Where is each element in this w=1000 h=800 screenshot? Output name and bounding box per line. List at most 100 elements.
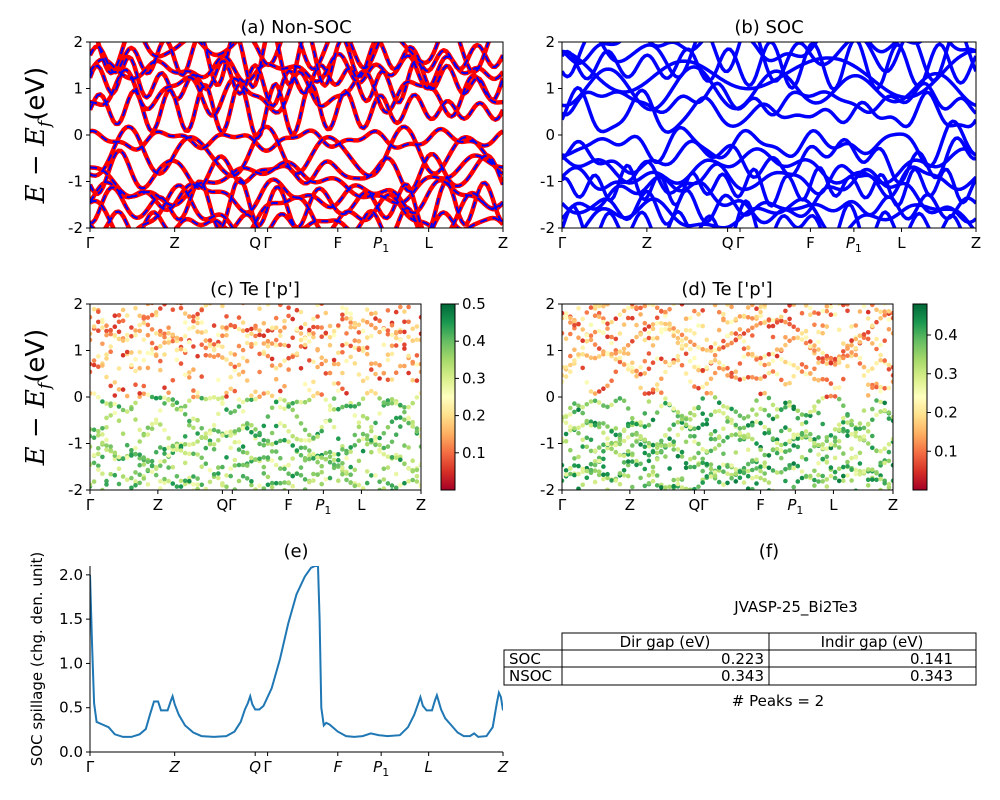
layerC-point [211,472,217,477]
layerC-point [282,325,287,330]
layerD-point [683,461,689,466]
layerD-point [704,390,710,396]
layerC-point [117,498,122,503]
layerC-point [249,331,254,337]
layerC-point [211,422,217,428]
layerC-point [100,341,105,347]
layerC-point [389,397,395,402]
layerC-point [340,465,345,471]
layerC-point [133,417,138,422]
panel-a-ktick-label: Γ [86,234,95,252]
layerD-point [605,304,610,307]
layerD-point [820,445,825,451]
layerC-point [269,356,275,362]
layerD-point [820,442,825,447]
layerC-point [327,407,333,413]
table-header-dir: Dir gap (eV) [620,633,711,651]
layerD-point [758,309,763,315]
layerD-point [663,433,668,438]
layerC-point [162,427,167,433]
layerD-point [741,376,747,382]
layerD-point [783,308,788,314]
layerC-point [253,487,258,490]
layerC-point [286,355,291,361]
layerC-point [360,328,366,334]
layerD-point [774,437,780,443]
layerA-band-2 [90,177,503,228]
layerD-point [621,362,627,367]
layerD-point [654,445,660,451]
layerD-point [845,304,850,307]
layerD-point [572,472,577,478]
panel-d-ytick-label: -1 [540,435,555,453]
layerD-point [824,446,830,452]
layerD-point [563,311,569,316]
layerD-point [625,449,631,454]
layerD-point [638,312,643,317]
layerC-point [162,446,167,452]
layerC-point [249,423,254,428]
layerD-point [853,455,859,460]
layerD-point [725,373,730,378]
layerC-point [137,439,142,444]
layerD-point [609,298,614,303]
layerD-point [650,304,656,308]
layerC-point [137,480,142,486]
layerD-point [783,466,788,472]
layerC-point [382,292,387,297]
layerC-point [385,465,391,470]
layerC-point [240,369,246,375]
layerC-point [253,323,258,329]
layerD-point [601,430,606,436]
layerC-point [129,296,134,301]
layerD-point [568,353,573,359]
layerD-point [675,357,681,363]
layerD-point [642,304,648,309]
layerC-point [112,456,118,462]
layerC-point [92,293,97,298]
layerD-point [832,427,838,432]
layerC-point [290,456,296,461]
layerD-point [585,503,590,508]
layerC-point [402,461,407,467]
layerC-point [162,451,167,456]
layerC-point [129,325,134,330]
layerD-point [692,434,697,439]
layerD-point [692,426,697,432]
layerC-point [298,445,304,451]
layerD-point [692,439,697,444]
layerC-point [311,393,316,399]
layerC-point [290,316,296,322]
layerC-point [211,323,217,328]
layerD-point [675,453,681,459]
layerD-point [588,423,594,428]
layerD-point [845,420,850,425]
layerC-point [348,464,354,470]
layerC-point [153,465,159,470]
layerB-band-6 [562,147,976,185]
layerD-point [849,478,854,483]
layerD-point [605,351,610,356]
layerC-point [311,456,316,461]
layerD-point [890,315,893,321]
layerD-point [808,409,813,415]
layerC-point [90,314,93,320]
layerD-point [679,338,685,343]
layerC-point [124,393,130,399]
layerD-point [870,385,875,391]
layerD-point [592,468,598,474]
layerD-point [787,321,792,327]
layerC-point [290,483,296,489]
layerC-point [414,362,420,367]
layerD-point [787,338,792,344]
layerD-point [841,355,846,361]
layerD-point [646,330,652,335]
layerD-point [816,339,821,345]
layerC-point [240,409,246,414]
layerC-point [150,304,155,306]
layerC-point [166,337,171,342]
layerD-point [617,396,623,401]
layerC-point [187,326,192,332]
layerC-point [356,424,362,430]
layerC-point [116,366,122,371]
